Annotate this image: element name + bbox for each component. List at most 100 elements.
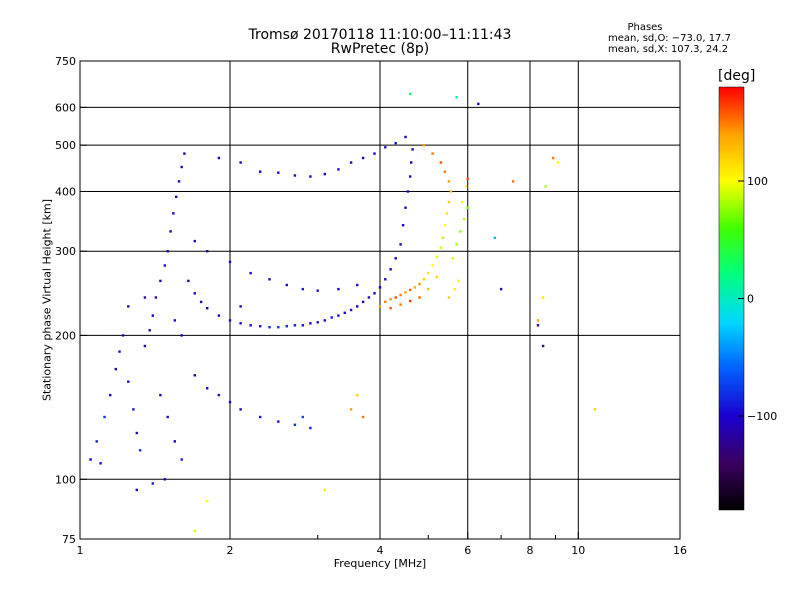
data-point-o (180, 165, 183, 169)
data-point-o (228, 260, 232, 264)
phases-o-mode: mean, sd,O: −73.0, 17.7 (608, 33, 731, 44)
data-point-x (361, 415, 365, 419)
data-point-x (455, 243, 458, 246)
data-point-o (259, 325, 262, 328)
data-point-x (404, 291, 407, 294)
data-point-x (409, 288, 412, 292)
data-point-x (455, 96, 458, 99)
data-point-x (431, 264, 434, 267)
data-point-o (239, 322, 242, 325)
data-point-o (337, 287, 340, 291)
data-point-o (477, 102, 480, 106)
data-point-o (173, 319, 176, 322)
data-point-o (217, 156, 221, 160)
data-point-x (389, 298, 392, 301)
chart-title-line1: Tromsø 20170118 11:10:00–11:11:43 (248, 27, 512, 43)
data-point-o (163, 264, 166, 267)
data-point-x (409, 92, 412, 96)
data-point-o (349, 161, 353, 164)
phases-title: Phases (627, 22, 663, 33)
data-point-x (593, 408, 597, 411)
y-tick-label: 300 (55, 245, 76, 258)
data-point-x (349, 408, 353, 411)
colorbar-tick-label: 100 (747, 175, 768, 188)
data-point-o (193, 374, 196, 377)
data-point-x (447, 296, 451, 299)
data-point-x (427, 287, 430, 291)
colorbar-tick-label: 0 (747, 293, 754, 306)
data-point-x (439, 246, 443, 249)
data-point-o (180, 334, 183, 337)
data-point-x (459, 230, 462, 233)
data-point-o (228, 319, 232, 322)
data-point-x (462, 218, 466, 221)
data-point-o (301, 415, 304, 419)
data-point-o (268, 278, 271, 281)
data-point-o (228, 400, 232, 404)
data-point-x (544, 185, 547, 188)
data-point-o (384, 278, 387, 281)
x-tick-label: 6 (464, 544, 471, 557)
data-point-o (406, 190, 410, 193)
data-point-o (103, 415, 106, 419)
data-point-x (356, 393, 359, 397)
data-point-o (301, 324, 304, 327)
data-point-x (443, 224, 447, 227)
x-tick-label: 10 (571, 544, 585, 557)
data-point-o (361, 300, 365, 304)
data-point-o (394, 257, 397, 260)
data-point-o (249, 271, 252, 275)
y-tick-label: 500 (55, 139, 76, 152)
data-point-o (217, 393, 221, 397)
data-point-x (206, 500, 209, 503)
data-point-o (301, 287, 304, 291)
data-point-o (285, 283, 288, 287)
data-point-x (418, 296, 421, 299)
data-point-o (259, 170, 262, 173)
data-point-x (493, 236, 496, 239)
data-point-x (431, 152, 434, 155)
data-point-o (138, 449, 142, 452)
data-point-x (511, 180, 515, 183)
data-point-o (151, 314, 154, 317)
data-point-x (447, 200, 451, 204)
data-point-x (384, 300, 387, 304)
data-point-o (239, 161, 242, 164)
data-point-o (135, 431, 138, 435)
data-point-o (166, 250, 169, 253)
colorbar: 100 0 −100 (718, 86, 777, 511)
data-point-o (95, 440, 98, 443)
data-point-o (159, 279, 162, 283)
data-point-o (384, 146, 387, 149)
data-point-x (536, 319, 540, 322)
data-point-o (132, 408, 135, 411)
chart-title-line2: RwPretec (8p) (330, 41, 430, 57)
data-point-x (556, 161, 560, 164)
data-point-o (183, 152, 186, 155)
data-point-o (316, 321, 319, 324)
data-point-x (413, 286, 417, 289)
data-point-x (435, 255, 438, 258)
data-point-o (114, 367, 117, 371)
data-point-o (394, 141, 397, 145)
data-point-o (143, 344, 147, 348)
plot-grid (80, 61, 680, 539)
data-point-x (389, 307, 392, 310)
data-point-o (154, 296, 158, 299)
data-point-o (309, 175, 312, 178)
data-point-x (193, 529, 196, 533)
data-point-o (337, 314, 340, 317)
data-point-o (373, 292, 376, 295)
y-tick-label: 600 (55, 101, 76, 114)
data-point-o (121, 334, 125, 337)
data-point-o (285, 325, 288, 328)
data-point-x (435, 275, 438, 279)
data-point-o (309, 426, 312, 430)
data-point-x (453, 287, 456, 291)
x-tick-label: 16 (673, 544, 687, 557)
data-point-o (187, 279, 190, 283)
y-tick-label: 75 (62, 533, 76, 546)
y-tick-labels: 75 100 200 300 400 500 600 750 (55, 55, 87, 546)
data-point-o (217, 314, 221, 317)
